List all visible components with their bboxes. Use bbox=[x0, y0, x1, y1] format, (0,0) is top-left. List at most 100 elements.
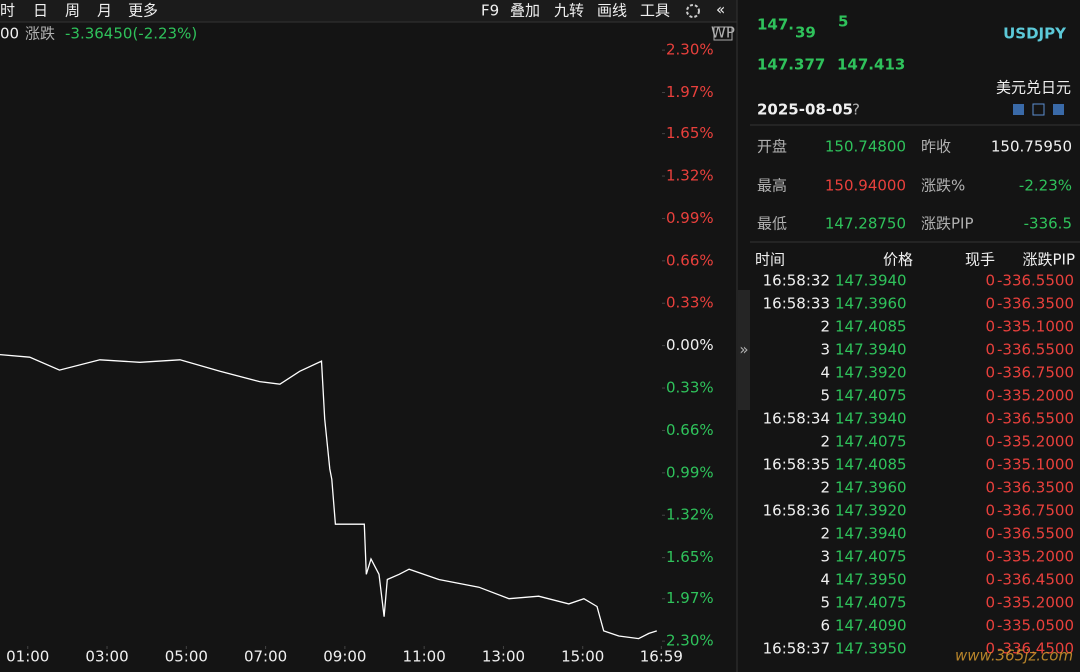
tick-cell: 16:58:33 bbox=[763, 295, 830, 313]
tick-cell: -336.5500 bbox=[997, 525, 1074, 543]
tick-cell: 147.4075 bbox=[835, 548, 907, 566]
tick-cell: 147.3920 bbox=[835, 502, 907, 520]
tool-button[interactable]: 工具 bbox=[640, 2, 670, 20]
tick-cell: 147.3940 bbox=[835, 410, 907, 428]
collapse-icon: » bbox=[739, 341, 748, 359]
stat-label: 涨跌PIP bbox=[921, 215, 974, 233]
tick-cell: 0 bbox=[985, 617, 995, 635]
tick-cell: 147.4085 bbox=[835, 318, 907, 336]
y-tick-label: 1.65% bbox=[666, 124, 714, 142]
y-tick-label: 1.97% bbox=[666, 83, 714, 101]
tick-cell: 2 bbox=[820, 479, 830, 497]
tick-cell: -335.2000 bbox=[997, 594, 1074, 612]
column-header: 现手 bbox=[965, 251, 995, 269]
tick-cell: 0 bbox=[985, 594, 995, 612]
tick-cell: 2 bbox=[820, 433, 830, 451]
tick-cell: -336.5500 bbox=[997, 341, 1074, 359]
stat-value: 150.94000 bbox=[825, 177, 906, 195]
collapse-handle[interactable] bbox=[738, 290, 750, 410]
tick-cell: 0 bbox=[985, 295, 995, 313]
instrument-name: 美元兑日元 bbox=[996, 79, 1071, 97]
tool-button[interactable]: F9 bbox=[481, 2, 499, 20]
tick-cell: 0 bbox=[985, 272, 995, 290]
tick-cell: 0 bbox=[985, 318, 995, 336]
tick-cell: 147.3950 bbox=[835, 640, 907, 658]
stat-label: 开盘 bbox=[757, 138, 787, 156]
y-tick-label: 0.33% bbox=[666, 294, 714, 312]
info-label: 涨跌 bbox=[25, 25, 55, 43]
tool-button[interactable]: 九转 bbox=[554, 2, 584, 20]
period-button[interactable]: 日 bbox=[33, 2, 48, 20]
info-value: -3.36450(-2.23%) bbox=[65, 25, 197, 43]
price-main: 147. bbox=[757, 16, 794, 34]
tick-cell: 0 bbox=[985, 341, 995, 359]
tick-cell: 3 bbox=[820, 341, 830, 359]
collapse-button[interactable]: « bbox=[716, 1, 725, 19]
tick-cell: 3 bbox=[820, 548, 830, 566]
tick-cell: 0 bbox=[985, 571, 995, 589]
stat-label: 最高 bbox=[757, 177, 787, 195]
period-button[interactable]: 月 bbox=[97, 2, 112, 20]
tick-cell: 16:58:35 bbox=[763, 456, 830, 474]
tick-cell: 16:58:36 bbox=[763, 502, 830, 520]
column-header: 价格 bbox=[883, 251, 913, 269]
toolbar bbox=[0, 0, 737, 22]
period-button[interactable]: 时 bbox=[0, 2, 15, 20]
ask: 147.413 bbox=[837, 56, 905, 74]
icon-button[interactable] bbox=[1053, 104, 1064, 115]
tool-button[interactable]: 叠加 bbox=[510, 2, 540, 20]
period-button[interactable]: 周 bbox=[65, 2, 80, 20]
tick-cell: 5 bbox=[820, 594, 830, 612]
watermark: www.365jz.com bbox=[955, 647, 1073, 665]
x-tick-label: 03:00 bbox=[85, 648, 128, 666]
icon-button[interactable] bbox=[1013, 104, 1024, 115]
tick-cell: -336.3500 bbox=[997, 479, 1074, 497]
tick-cell: -335.2000 bbox=[997, 548, 1074, 566]
help[interactable]: ? bbox=[852, 101, 860, 119]
y-tick-label: 2.30% bbox=[666, 632, 714, 650]
tick-cell: 5 bbox=[820, 387, 830, 405]
tick-cell: 147.3940 bbox=[835, 341, 907, 359]
x-tick-label: 13:00 bbox=[482, 648, 525, 666]
tick-cell: 4 bbox=[820, 364, 830, 382]
badge[interactable] bbox=[713, 26, 733, 41]
more-button[interactable]: 更多 bbox=[128, 2, 158, 20]
y-tick-label: 0.33% bbox=[666, 379, 714, 397]
tick-cell: 147.3940 bbox=[835, 272, 907, 290]
tick-cell: -335.1000 bbox=[997, 318, 1074, 336]
tick-cell: 147.4075 bbox=[835, 594, 907, 612]
column-header: 时间 bbox=[755, 251, 785, 269]
tick-cell: 16:58:37 bbox=[763, 640, 830, 658]
tick-cell: -335.0500 bbox=[997, 617, 1074, 635]
stat-value: 150.74800 bbox=[825, 138, 906, 156]
stat-value: -2.23% bbox=[1019, 177, 1072, 195]
y-tick-label: 1.97% bbox=[666, 589, 714, 607]
tick-cell: 6 bbox=[820, 617, 830, 635]
badge-text: WP bbox=[711, 24, 735, 42]
tick-cell: 0 bbox=[985, 525, 995, 543]
x-tick-label: 01:00 bbox=[6, 648, 49, 666]
date: 2025-08-05 bbox=[757, 101, 853, 119]
y-tick-label: 0.99% bbox=[666, 209, 714, 227]
tick-cell: 0 bbox=[985, 640, 995, 658]
tool-button[interactable]: 画线 bbox=[597, 2, 627, 20]
price-big: 39 bbox=[795, 24, 816, 42]
y-tick-label: 0.66% bbox=[666, 251, 714, 269]
stat-value: 147.28750 bbox=[825, 215, 906, 233]
x-tick-label: 11:00 bbox=[403, 648, 446, 666]
icon-button[interactable] bbox=[1032, 103, 1045, 116]
tick-cell: 2 bbox=[820, 318, 830, 336]
tick-cell: 147.4090 bbox=[835, 617, 907, 635]
tick-cell: -335.1000 bbox=[997, 456, 1074, 474]
price-small: 5 bbox=[838, 13, 848, 31]
tick-cell: 4 bbox=[820, 571, 830, 589]
tick-cell: 147.4075 bbox=[835, 387, 907, 405]
tick-cell: 147.3940 bbox=[835, 525, 907, 543]
stat-label: 昨收 bbox=[921, 138, 951, 156]
stat-value: -336.5 bbox=[1024, 215, 1072, 233]
settings-icon[interactable] bbox=[686, 4, 700, 18]
tick-cell: 2 bbox=[820, 525, 830, 543]
tick-cell: 0 bbox=[985, 433, 995, 451]
tick-cell: 0 bbox=[985, 548, 995, 566]
